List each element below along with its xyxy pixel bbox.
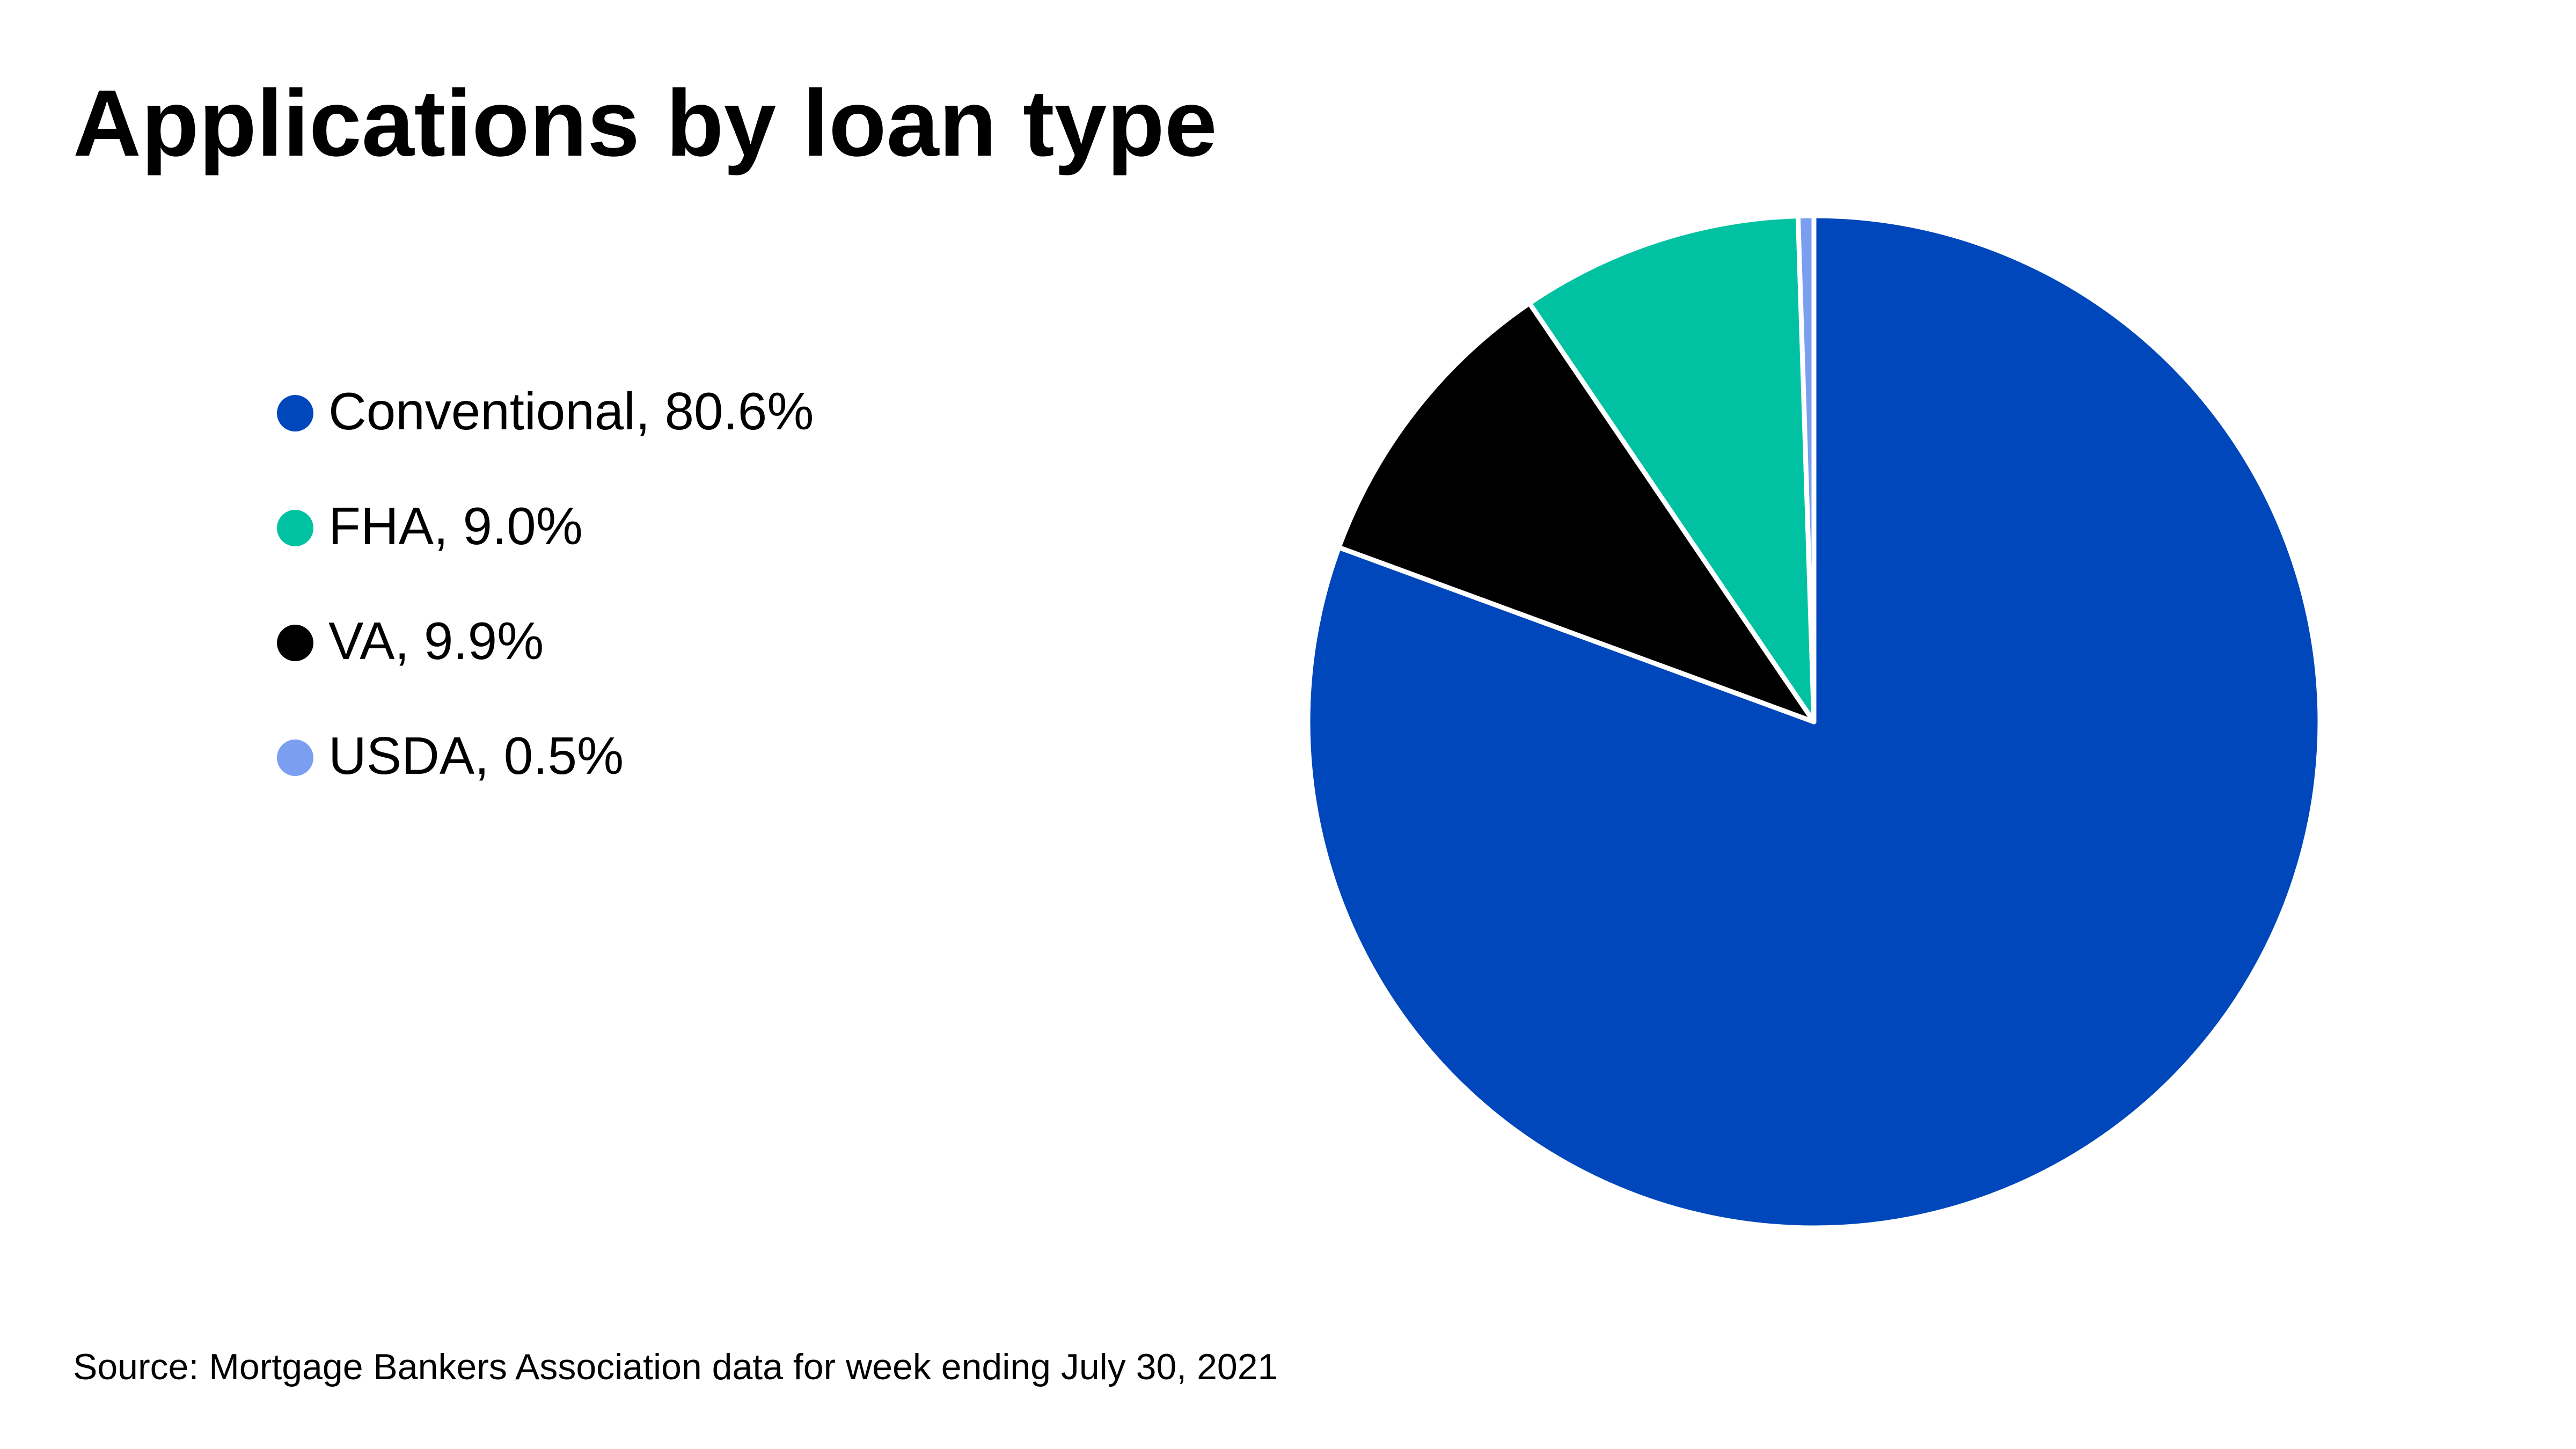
legend-swatch [277,395,313,431]
legend-label: USDA, 0.5% [328,726,624,785]
pie-slice [1527,213,1817,724]
pie-slice [1795,213,1817,724]
legend-swatch [277,625,313,661]
legend-label: FHA, 9.0% [328,496,583,555]
legend-label: Conventional, 80.6% [328,382,814,441]
legend-swatch [277,510,313,546]
source-note: Source: Mortgage Bankers Association dat… [73,1346,1278,1387]
pie-slice [1336,301,1817,724]
legend-label: VA, 9.9% [328,611,544,670]
chart-title: Applications by loan type [73,71,1217,176]
legend-swatch [277,740,313,776]
